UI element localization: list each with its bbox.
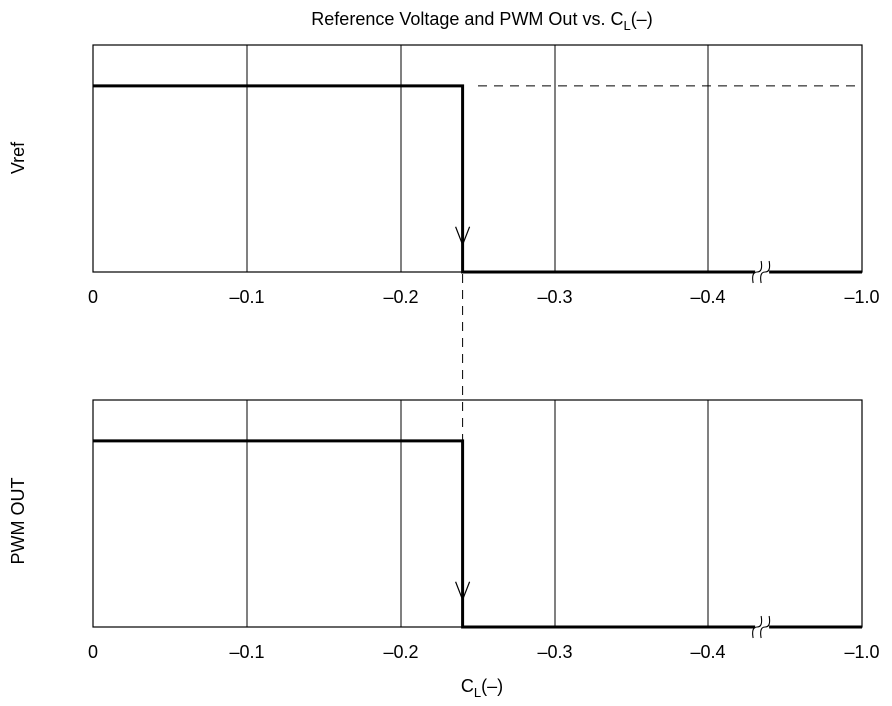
x-axis-label: CL(–) [461, 676, 503, 700]
vref-x-tick-label: 0 [88, 287, 98, 307]
vref-x-tick-label: –1.0 [844, 287, 879, 307]
vref-axis-label: Vref [8, 141, 28, 174]
vref-falling-edge-arrow [455, 226, 471, 247]
vref-series-step-line [93, 84, 862, 274]
pwm-out-gridlines [246, 400, 709, 627]
axis-break-stroke-1 [760, 260, 771, 284]
chart-title: Reference Voltage and PWM Out vs. CL(–) [311, 9, 652, 33]
vref-panel: 0 –0.1 –0.2 –0.3 –0.4 –1.0 Vref [8, 44, 880, 307]
pwm-out-panel: 0 –0.1 –0.2 –0.3 –0.4 –1.0 PWM OUT [8, 399, 880, 662]
pwm-out-x-tick-label: –0.1 [229, 642, 264, 662]
pwm-out-plot-frame [92, 399, 863, 628]
pwm-out-x-tick-label: –1.0 [844, 642, 879, 662]
vref-x-tick-label: –0.4 [690, 287, 725, 307]
pwm-out-x-tick-label: –0.4 [690, 642, 725, 662]
pwm-out-x-tick-label: –0.3 [537, 642, 572, 662]
pwm-out-x-tick-label: 0 [88, 642, 98, 662]
vref-x-tick-label: –0.3 [537, 287, 572, 307]
pwm-out-axis-label: PWM OUT [8, 478, 28, 565]
vref-x-tick-labels: 0 –0.1 –0.2 –0.3 –0.4 –1.0 [88, 287, 880, 307]
axis-break-stroke-0 [752, 615, 763, 639]
vref-series [93, 84, 862, 284]
pwm-out-x-tick-labels: 0 –0.1 –0.2 –0.3 –0.4 –1.0 [88, 642, 880, 662]
vref-axis-break-mark [752, 260, 771, 284]
vref-gridlines [246, 45, 709, 272]
pwm-out-axis-break-mark [752, 615, 771, 639]
axis-break-stroke-0 [752, 260, 763, 284]
vref-x-tick-label: –0.2 [383, 287, 418, 307]
axis-break-gap [755, 268, 770, 276]
axis-break-gap [755, 623, 770, 631]
pwm-out-series [93, 439, 862, 639]
pwm-out-x-tick-label: –0.2 [383, 642, 418, 662]
pwm-out-series-step-line [93, 439, 862, 629]
axis-break-stroke-1 [760, 615, 771, 639]
pwm-out-falling-edge-arrow [455, 581, 471, 602]
vref-x-tick-label: –0.1 [229, 287, 264, 307]
vref-plot-frame [92, 44, 863, 273]
